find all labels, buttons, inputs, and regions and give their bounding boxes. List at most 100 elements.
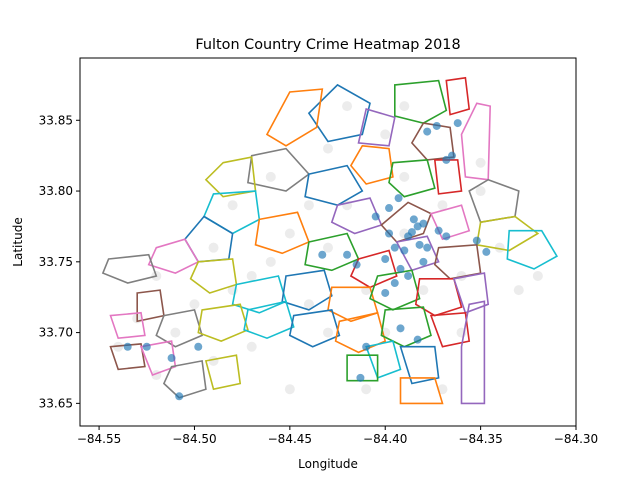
boundary-outline <box>468 178 520 224</box>
y-tick-label: 33.70 <box>39 326 73 340</box>
crime-point <box>415 240 424 249</box>
boundary-outline <box>281 269 333 311</box>
boundary-outline <box>475 215 540 252</box>
crime-point <box>409 215 418 224</box>
boundary-outline <box>445 76 471 116</box>
background-point <box>284 384 295 395</box>
crime-point <box>442 232 451 241</box>
crime-point <box>419 219 428 228</box>
x-tick-label: −84.35 <box>458 432 502 446</box>
axes-frame <box>79 57 577 427</box>
boundary-outline <box>162 359 207 399</box>
x-tick-label: −84.40 <box>363 432 407 446</box>
background-point <box>323 327 333 338</box>
y-tick-label: 33.80 <box>39 184 73 198</box>
boundary-outline <box>349 144 394 185</box>
x-tick-label: −84.45 <box>268 432 312 446</box>
background-point <box>342 101 353 112</box>
crime-point <box>142 342 151 351</box>
boundary-outline <box>346 354 379 382</box>
crime-point <box>394 194 403 203</box>
boundary-outline <box>433 159 463 195</box>
background-point <box>399 101 410 112</box>
boundary-outline <box>369 269 421 311</box>
boundary-outline <box>304 232 360 272</box>
background-point <box>303 299 314 310</box>
background-point <box>265 171 276 182</box>
boundary-outline <box>399 345 440 385</box>
crime-point <box>390 243 399 252</box>
crime-point <box>167 354 176 363</box>
boundary-outline <box>247 147 311 192</box>
crime-point <box>453 119 462 128</box>
y-tick-label: 33.65 <box>39 396 73 410</box>
boundary-outline <box>101 253 158 284</box>
boundary-outline <box>349 249 398 289</box>
boundary-outline <box>197 303 249 342</box>
boundary-outline <box>460 300 486 405</box>
boundary-outline <box>307 83 371 143</box>
boundary-outline <box>204 354 242 391</box>
boundary-outline <box>243 300 295 340</box>
boundary-outline <box>231 275 287 314</box>
crime-point <box>385 204 394 213</box>
background-point <box>494 242 505 253</box>
y-tick-label: 33.85 <box>39 113 73 127</box>
boundary-outline <box>155 308 204 348</box>
background-point <box>323 143 333 154</box>
background-point <box>513 285 524 296</box>
boundary-outline <box>265 88 324 147</box>
crime-point <box>396 324 405 333</box>
crime-point <box>371 212 380 221</box>
boundary-outline <box>399 377 444 405</box>
background-point <box>208 242 219 253</box>
boundary-outline <box>506 229 559 270</box>
boundary-outline <box>429 311 471 348</box>
background-point <box>532 270 543 281</box>
chart-title: Fulton Country Crime Heatmap 2018 <box>195 37 460 53</box>
crime-point <box>356 373 365 382</box>
background-point <box>475 186 486 197</box>
background-point <box>284 228 295 239</box>
crime-point <box>318 250 327 259</box>
boundary-outline <box>357 107 396 147</box>
boundary-outline <box>254 211 310 255</box>
background-point <box>437 384 448 395</box>
boundary-outline <box>388 159 436 198</box>
crime-point <box>404 232 413 241</box>
boundary-outline <box>147 238 200 274</box>
crime-point <box>413 335 422 344</box>
boundary-outline <box>395 235 440 272</box>
crime-point <box>381 254 390 263</box>
boundary-outline <box>380 306 432 348</box>
crime-point <box>448 151 456 160</box>
crime-point <box>400 246 409 255</box>
boundary-outline <box>334 311 387 354</box>
background-point <box>361 384 372 395</box>
crime-point <box>123 342 132 351</box>
background-point <box>323 242 333 253</box>
crime-point <box>404 271 413 280</box>
crime-point <box>482 247 491 256</box>
boundary-outline <box>204 156 257 198</box>
boundary-outline <box>414 277 463 317</box>
background-point <box>437 200 448 211</box>
crime-point <box>194 342 203 351</box>
crime-point <box>396 264 405 273</box>
x-tick-label: −84.55 <box>77 432 121 446</box>
plot-area <box>101 76 559 405</box>
boundary-outline <box>183 215 234 263</box>
boundary-outline <box>288 309 341 348</box>
crime-point <box>385 229 394 238</box>
boundary-outline <box>365 340 402 379</box>
x-tick-label: −84.50 <box>172 432 216 446</box>
crime-point <box>390 279 399 288</box>
boundary-outline <box>304 164 364 207</box>
crime-point <box>419 257 428 266</box>
crime-point <box>423 243 432 252</box>
background-point <box>399 171 410 182</box>
boundary-outline <box>202 190 261 235</box>
boundary-outline <box>330 197 383 235</box>
